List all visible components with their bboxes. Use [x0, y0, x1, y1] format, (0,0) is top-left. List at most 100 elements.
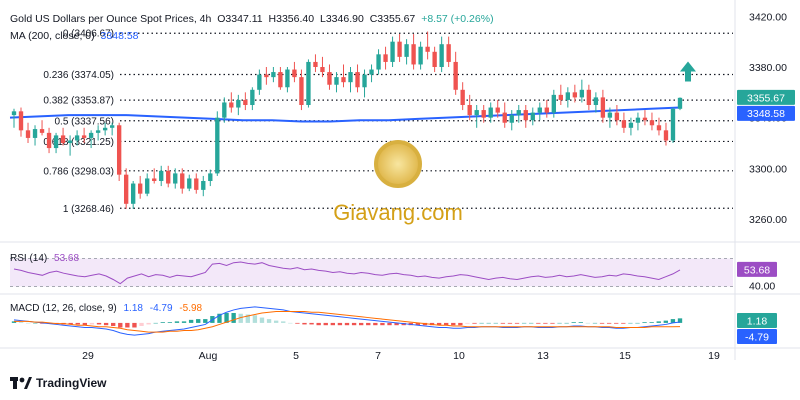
- candle-body: [502, 112, 507, 123]
- candle-body: [516, 110, 521, 116]
- macd-value-badge: [737, 313, 777, 329]
- candle-body: [614, 112, 620, 121]
- macd-histogram-bar: [203, 319, 208, 323]
- high-value: H3356.40: [268, 13, 315, 25]
- macd-histogram-bar: [465, 322, 470, 324]
- macd-histogram-bar: [606, 322, 612, 324]
- macd-histogram-bar: [82, 322, 88, 326]
- time-tick-label: 15: [619, 350, 631, 362]
- candle-body: [116, 125, 122, 175]
- candle-body: [18, 111, 24, 131]
- macd-histogram-bar: [330, 322, 336, 326]
- candle-body: [60, 135, 66, 143]
- candle-body: [488, 107, 493, 118]
- macd-histogram-bar: [529, 322, 534, 324]
- candle-body: [369, 69, 374, 75]
- candle-body: [53, 135, 59, 149]
- macd-histogram-bar: [543, 322, 548, 324]
- tradingview-brand[interactable]: TradingView: [10, 376, 106, 390]
- brand-name: TradingView: [36, 376, 107, 390]
- time-tick-label: 19: [708, 350, 720, 362]
- macd-histogram-bar: [68, 322, 73, 325]
- candle-body: [299, 77, 304, 105]
- macd-histogram-bar: [344, 322, 350, 326]
- candle-body: [677, 97, 683, 109]
- macd-histogram-bar: [75, 322, 80, 325]
- macd-histogram-bar: [18, 322, 24, 323]
- candle-body: [327, 72, 332, 85]
- candle-body: [460, 89, 465, 105]
- price-tick-label: 3380.00: [749, 62, 787, 74]
- rsi-value-badge: [737, 261, 777, 277]
- candle-body: [348, 72, 353, 83]
- giavang-watermark: Giavang.com: [318, 140, 478, 230]
- macd-histogram-bar: [252, 315, 258, 323]
- candle-body: [243, 99, 248, 105]
- macd-histogram-bar: [557, 322, 562, 324]
- candle-body: [467, 105, 472, 116]
- macd-histogram-bar: [486, 322, 491, 324]
- candle-body: [88, 132, 94, 138]
- macd-histogram-bar: [451, 322, 456, 326]
- macd-histogram-bar: [614, 322, 619, 324]
- candle-body: [635, 117, 641, 123]
- macd-histogram-bar: [273, 320, 279, 323]
- macd-histogram-bar: [11, 321, 17, 323]
- macd-histogram-bar: [642, 322, 647, 323]
- macd-histogram-bar: [507, 322, 513, 324]
- ma-value: 3348.58: [100, 30, 139, 42]
- fib-level-label: 0.786 (3298.03): [43, 166, 114, 177]
- macd-histogram-bar: [245, 314, 250, 323]
- candle-body: [628, 122, 634, 128]
- candle-body: [271, 72, 276, 78]
- up-arrow-shape: [680, 61, 696, 82]
- up-arrow-icon: [680, 61, 696, 82]
- candle-body: [439, 44, 444, 67]
- fib-level-label: 1 (3268.46): [63, 204, 114, 215]
- candle-body: [621, 120, 627, 128]
- candle-body: [46, 132, 52, 149]
- price-tick-label: 3300.00: [749, 163, 787, 175]
- rsi-value-axis-label: 53.68: [744, 264, 770, 276]
- axes: 3420.003380.003340.003300.003260.003355.…: [82, 11, 795, 362]
- rsi-line: [13, 261, 681, 285]
- macd-histogram-bar: [25, 322, 31, 324]
- macd-histogram-bar: [394, 322, 399, 326]
- watermark-text: Giavang.com: [333, 200, 463, 225]
- macd-header: MACD (12, 26, close, 9) 1.18 -4.79 -5.98: [10, 303, 202, 314]
- macd-histogram-bar: [649, 322, 654, 323]
- candle-body: [278, 72, 283, 88]
- candle-body: [663, 130, 669, 141]
- macd-histogram-bar: [550, 322, 555, 324]
- macd-histogram-bar: [514, 322, 520, 324]
- candle-body: [257, 74, 262, 90]
- macd-histogram-bar: [436, 322, 442, 326]
- macd-histogram-bar: [96, 322, 102, 325]
- macd-histogram-bar: [585, 322, 591, 324]
- macd-histogram-bar: [316, 322, 321, 326]
- chart-header: Gold US Dollars per Ounce Spot Prices, 4…: [10, 13, 497, 25]
- candle-body: [194, 178, 199, 190]
- time-tick-label: 10: [453, 350, 465, 362]
- candle-body: [509, 115, 514, 123]
- macd-histogram-bar: [415, 322, 421, 326]
- candle-body: [341, 77, 346, 83]
- macd-histogram-bar: [444, 322, 449, 326]
- macd-histogram-bar: [493, 322, 498, 324]
- time-tick-label: 7: [375, 350, 381, 362]
- macd-histogram-bar: [160, 322, 165, 323]
- candle-body: [285, 69, 290, 88]
- macd-histogram-bar: [224, 312, 229, 323]
- macd-histogram-bar: [281, 321, 286, 323]
- candle-body: [292, 69, 297, 78]
- macd-histogram-bar: [89, 322, 95, 325]
- macd-histogram-bar: [621, 322, 626, 324]
- giavang-logo-icon: [374, 140, 422, 188]
- macd-histogram-bar: [33, 322, 38, 324]
- candle-body: [397, 41, 402, 57]
- candle-body: [544, 107, 549, 113]
- candle-body: [123, 174, 129, 204]
- time-tick-label: 29: [82, 350, 94, 362]
- macd-histogram-bar: [628, 322, 633, 324]
